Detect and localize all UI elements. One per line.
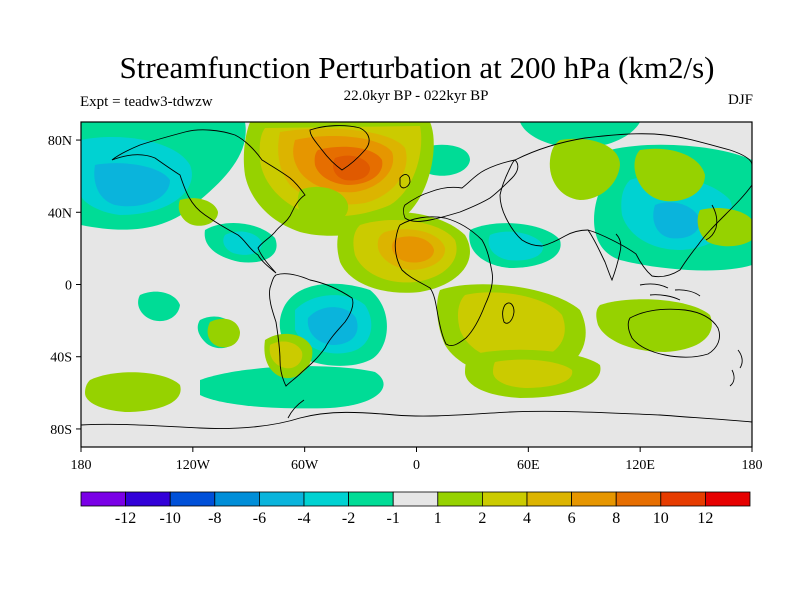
coast-australia <box>627 308 720 358</box>
colorbar-swatch <box>437 491 483 507</box>
colorbar-label: 1 <box>434 510 442 527</box>
negative-region-asia-core <box>653 202 700 239</box>
colorbar-label: 12 <box>697 510 713 527</box>
positive-region-south-africa-2 <box>457 292 565 362</box>
coast-north-america <box>111 129 306 274</box>
coast-indonesia <box>639 283 701 301</box>
colorbar-swatch <box>214 491 260 507</box>
coast-new-zealand <box>729 349 743 387</box>
coast-south-america <box>269 273 354 387</box>
colorbar-label: -2 <box>342 510 355 527</box>
lon-tick-label: 180 <box>71 458 92 473</box>
lat-tick-label: 40N <box>48 206 72 221</box>
coastlines <box>81 125 752 429</box>
experiment-label: Expt = teadw3-tdwzw <box>80 94 213 110</box>
negative-region-north-pacific-inner <box>94 163 170 207</box>
colorbar <box>80 491 751 507</box>
colorbar-swatch <box>392 491 439 507</box>
colorbar-label: 10 <box>653 510 669 527</box>
colorbar-swatch <box>258 491 305 507</box>
colorbar-label: -1 <box>387 510 400 527</box>
positive-region-mid-atlantic <box>297 186 349 226</box>
colorbar-swatch <box>169 491 216 507</box>
colorbar-label: 2 <box>478 510 486 527</box>
colorbar-label: -8 <box>208 510 221 527</box>
colorbar-label: -12 <box>115 510 136 527</box>
lon-tick-label: 180 <box>742 458 763 473</box>
colorbar-swatch <box>481 491 528 507</box>
colorbar-label: 8 <box>612 510 620 527</box>
colorbar-label: 6 <box>568 510 576 527</box>
negative-region-south-atlantic-core <box>307 307 358 345</box>
lon-tick-label: 120W <box>176 458 211 473</box>
negative-region-south-america-east <box>200 366 384 409</box>
colorbar-swatch <box>615 491 662 507</box>
positive-region-north-atlantic-core <box>333 155 370 181</box>
positive-region-east-asia-north <box>549 138 620 200</box>
lon-tick-label: 120E <box>625 458 655 473</box>
contour-field <box>81 122 752 412</box>
lat-tick-label: 40S <box>50 351 72 366</box>
colorbar-swatch <box>526 491 572 507</box>
coast-europe <box>403 159 519 222</box>
positive-region-south-america-core <box>269 341 303 369</box>
negative-region-central-atlantic-core <box>223 231 262 255</box>
colorbar-label: 4 <box>523 510 531 527</box>
positive-region-southeast-pacific <box>85 372 181 412</box>
lon-tick-label: 0 <box>413 458 420 473</box>
colorbar-labels: -12 -10 -8 -6 -4 -2 -1 1 2 4 6 8 10 12 <box>115 510 713 527</box>
coast-india <box>587 229 622 282</box>
lon-tick-label: 60E <box>517 458 540 473</box>
colorbar-label: -10 <box>160 510 181 527</box>
positive-region-australia <box>596 299 712 352</box>
coast-asia <box>499 133 752 278</box>
colorbar-swatch <box>80 491 126 507</box>
negative-region-north-asia <box>520 122 640 149</box>
positive-region-central-pacific-south <box>207 318 240 348</box>
coast-antarctic-peninsula <box>287 399 305 419</box>
lat-tick-label: 80S <box>50 423 72 438</box>
coast-antarctica <box>81 410 752 429</box>
positive-region-tropical-pacific <box>178 198 218 226</box>
colorbar-label: -6 <box>253 510 266 527</box>
coast-japan <box>705 204 718 241</box>
colorbar-swatch <box>660 491 706 507</box>
plot-subtitle: 22.0kyr BP - 022kyr BP <box>343 88 489 104</box>
coast-madagascar <box>502 302 515 324</box>
colorbar-swatch <box>348 491 394 507</box>
coast-british-isles <box>399 174 411 189</box>
positive-region-east-asia <box>634 148 705 202</box>
longitude-axis: 180 120W 60W 0 60E 120E 180 <box>71 447 763 473</box>
colorbar-swatch <box>571 491 617 507</box>
colorbar-swatch <box>705 491 751 507</box>
lat-tick-label: 80N <box>48 134 72 149</box>
coast-greenland <box>309 125 370 171</box>
lon-tick-label: 60W <box>291 458 319 473</box>
colorbar-swatch <box>125 491 171 507</box>
season-label: DJF <box>727 92 753 108</box>
coast-africa <box>394 216 493 347</box>
colorbar-swatch <box>303 491 349 507</box>
plot-title: Streamfunction Perturbation at 200 hPa (… <box>119 50 715 85</box>
positive-region-west-africa-6 <box>391 236 434 263</box>
lat-tick-label: 0 <box>65 279 72 294</box>
colorbar-label: -4 <box>297 510 310 527</box>
negative-region-south-pacific <box>138 291 180 322</box>
negative-region-middle-east-core <box>488 231 544 261</box>
latitude-axis: 80N 40N 0 40S 80S <box>48 134 81 438</box>
positive-region-southern-ocean-2 <box>493 359 573 388</box>
